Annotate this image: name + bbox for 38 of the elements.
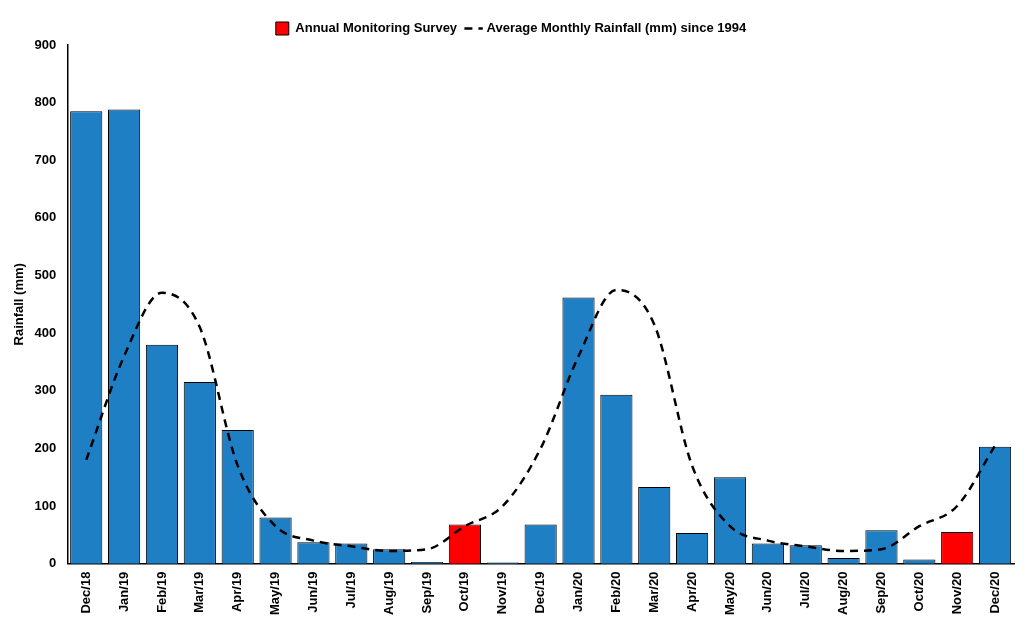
y-tick-label: 700 [34, 151, 57, 167]
y-tick-label: 200 [34, 439, 57, 455]
x-tick-label: Feb/19 [153, 571, 169, 613]
x-tick-label: Apr/19 [229, 571, 245, 613]
x-tick-label: Jun/19 [305, 571, 321, 613]
x-tick-label: Aug/19 [380, 571, 396, 615]
x-tick-label: Oct/20 [910, 571, 926, 612]
x-tick-label: Sep/20 [873, 571, 889, 614]
x-tick-label: Oct/19 [456, 571, 472, 612]
x-tick-label: Nov/20 [948, 571, 964, 615]
y-tick-label: 900 [34, 36, 57, 52]
x-tick-label: Apr/20 [683, 571, 699, 613]
y-tick-label: 400 [34, 324, 57, 340]
x-tick-label: Jan/20 [570, 571, 586, 613]
x-tick-label: Dec/18 [77, 571, 93, 614]
x-tick-label: Aug/20 [835, 571, 851, 615]
y-tick-label: 0 [49, 555, 57, 571]
x-tick-label: Mar/20 [645, 571, 661, 613]
x-tick-label: Mar/19 [191, 571, 207, 613]
y-tick-label: 300 [34, 382, 57, 398]
legend-label: Average Monthly Rainfall (mm) since 1994 [486, 20, 747, 36]
x-tick-label: Dec/20 [986, 571, 1002, 614]
x-tick-label: Nov/19 [494, 571, 510, 615]
x-tick-label: Jul/19 [342, 571, 358, 609]
y-tick-label: 800 [34, 94, 57, 110]
x-tick-label: Feb/20 [607, 571, 623, 613]
x-tick-label: Sep/19 [418, 571, 434, 614]
y-tick-label: 100 [34, 497, 57, 513]
x-tick-label: Jun/20 [759, 571, 775, 613]
y-tick-label: 600 [34, 209, 57, 225]
x-tick-label: Jul/20 [797, 571, 813, 609]
x-tick-label: Dec/19 [532, 571, 548, 614]
x-tick-label: May/20 [721, 571, 737, 616]
x-tick-label: Jan/19 [115, 571, 131, 613]
x-tick-label: May/19 [267, 571, 283, 616]
y-tick-label: 500 [34, 267, 57, 283]
y-axis-title: Rainfall (mm) [11, 263, 27, 346]
legend-label: Annual Monitoring Survey [295, 20, 458, 36]
